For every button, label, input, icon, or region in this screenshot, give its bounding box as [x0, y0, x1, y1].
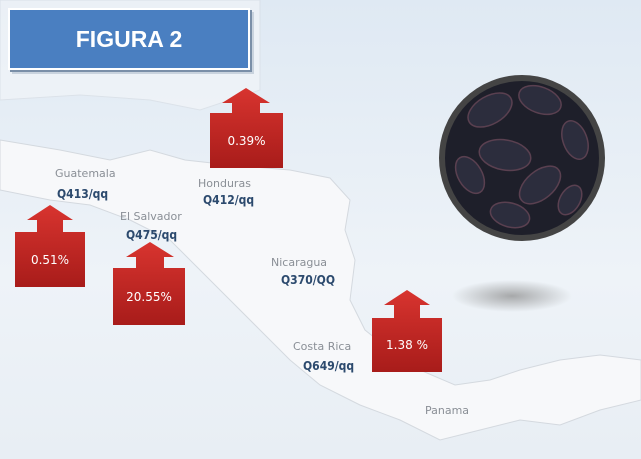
- country-name: Panama: [425, 404, 470, 417]
- country-name: El Salvador: [120, 210, 182, 223]
- change-label: 1.38 %: [386, 338, 428, 352]
- price: Q649/qq: [303, 359, 355, 373]
- change-label: 0.51%: [30, 252, 70, 267]
- price: Q370/QQ: [281, 273, 336, 287]
- price: Q413/qq: [57, 187, 109, 201]
- shadow: [452, 280, 572, 312]
- country-name: Nicaragua: [271, 256, 328, 269]
- country-name: Guatemala: [55, 167, 116, 180]
- price: Q412/qq: [203, 193, 255, 207]
- beans: [454, 84, 589, 229]
- up-arrows: [15, 88, 442, 372]
- price: Q475/qq: [126, 228, 178, 242]
- country-name: Honduras: [198, 177, 251, 190]
- change-label: 20.55%: [126, 289, 172, 304]
- land: [0, 139, 641, 441]
- country-name: Costa Rica: [293, 340, 352, 353]
- change-label: 0.39%: [227, 133, 266, 148]
- title: FIGURA 2: [8, 8, 250, 70]
